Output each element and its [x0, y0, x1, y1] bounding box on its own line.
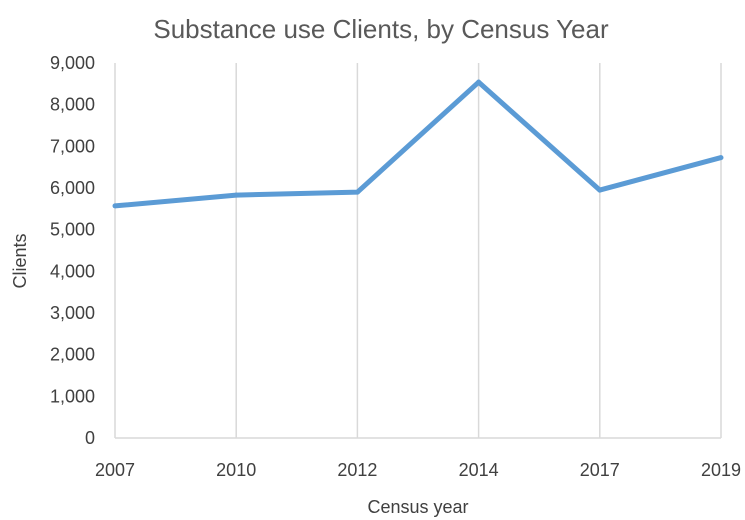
y-tick-label: 3,000	[50, 303, 95, 323]
x-axis-label: Census year	[367, 497, 468, 517]
y-tick-label: 8,000	[50, 95, 95, 115]
y-axis-label: Clients	[10, 233, 30, 288]
y-axis-ticks: 0 1,000 2,000 3,000 4,000 5,000 6,000 7,000 8,00…	[50, 53, 95, 448]
x-tick-label: 2014	[459, 460, 499, 480]
y-tick-label: 1,000	[50, 386, 95, 406]
x-tick-label: 2010	[216, 460, 256, 480]
x-tick-label: 2019	[701, 460, 741, 480]
data-point	[718, 155, 724, 161]
data-point	[354, 189, 360, 195]
data-point	[112, 203, 118, 209]
x-tick-label: 2012	[337, 460, 377, 480]
x-tick-label: 2007	[95, 460, 135, 480]
y-tick-label: 9,000	[50, 53, 95, 73]
x-tick-label: 2017	[580, 460, 620, 480]
y-tick-label: 4,000	[50, 261, 95, 281]
gridlines	[114, 63, 722, 438]
series-line	[114, 79, 722, 209]
data-point	[233, 192, 239, 198]
data-point	[597, 187, 603, 193]
chart-title: Substance use Clients, by Census Year	[153, 14, 609, 44]
y-tick-label: 0	[85, 428, 95, 448]
x-axis-ticks: 2007 2010 2012 2014 2017 2019	[95, 460, 741, 480]
data-point	[476, 79, 482, 85]
series-layer	[112, 79, 724, 209]
y-tick-label: 5,000	[50, 220, 95, 240]
y-tick-label: 7,000	[50, 136, 95, 156]
y-tick-label: 6,000	[50, 178, 95, 198]
y-tick-label: 2,000	[50, 345, 95, 365]
